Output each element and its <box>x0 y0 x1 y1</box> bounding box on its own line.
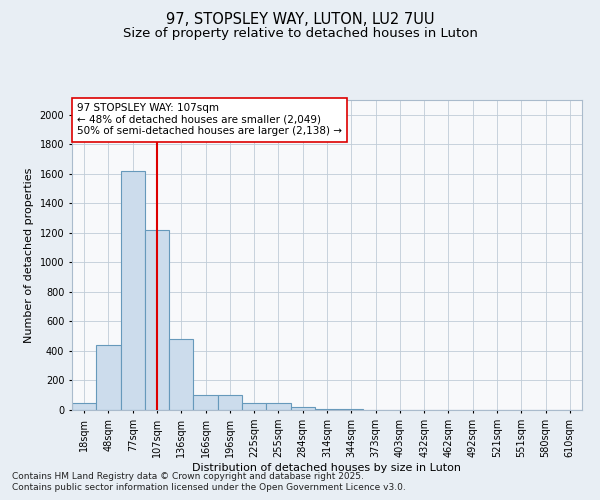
X-axis label: Distribution of detached houses by size in Luton: Distribution of detached houses by size … <box>193 462 461 472</box>
Bar <box>96 345 121 410</box>
Bar <box>145 230 169 410</box>
Text: 97, STOPSLEY WAY, LUTON, LU2 7UU: 97, STOPSLEY WAY, LUTON, LU2 7UU <box>166 12 434 28</box>
Bar <box>242 402 266 410</box>
Bar <box>315 408 339 410</box>
Bar <box>169 339 193 410</box>
Y-axis label: Number of detached properties: Number of detached properties <box>24 168 34 342</box>
Text: Contains HM Land Registry data © Crown copyright and database right 2025.: Contains HM Land Registry data © Crown c… <box>12 472 364 481</box>
Bar <box>193 395 218 410</box>
Bar <box>290 407 315 410</box>
Bar <box>121 171 145 410</box>
Text: Contains public sector information licensed under the Open Government Licence v3: Contains public sector information licen… <box>12 484 406 492</box>
Text: 97 STOPSLEY WAY: 107sqm
← 48% of detached houses are smaller (2,049)
50% of semi: 97 STOPSLEY WAY: 107sqm ← 48% of detache… <box>77 103 342 136</box>
Bar <box>72 402 96 410</box>
Bar <box>266 402 290 410</box>
Text: Size of property relative to detached houses in Luton: Size of property relative to detached ho… <box>122 28 478 40</box>
Bar <box>218 395 242 410</box>
